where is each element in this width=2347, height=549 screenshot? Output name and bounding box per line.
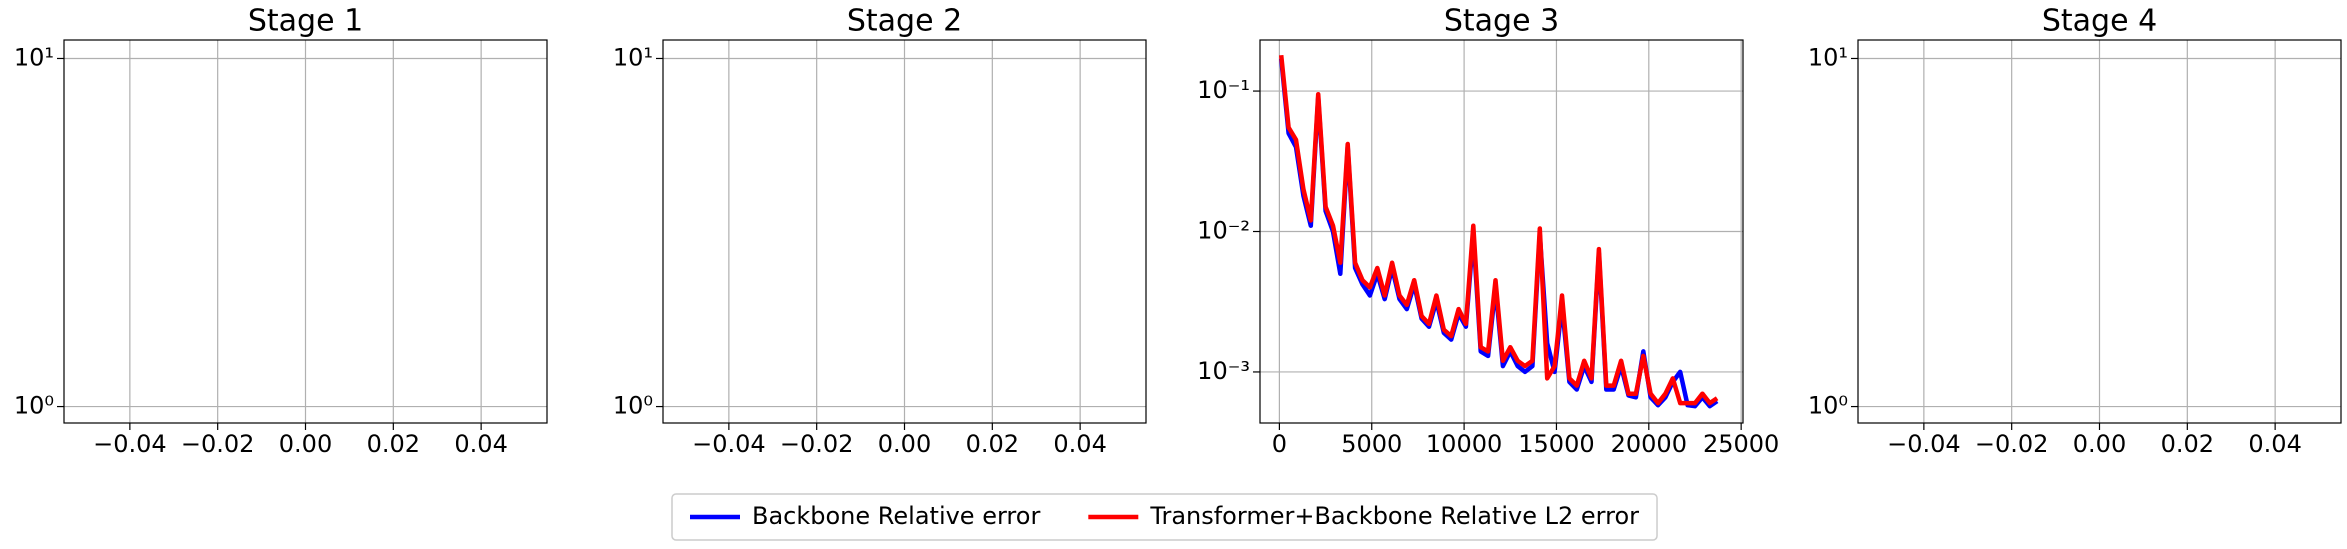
x-tick-label: −0.02 (181, 430, 255, 458)
y-tick-label: 10¹ (1808, 43, 1848, 71)
legend-label: Transformer+Backbone Relative L2 error (1149, 502, 1639, 530)
x-tick-label: 0.04 (1053, 430, 1106, 458)
x-tick-label: 0.04 (454, 430, 507, 458)
x-tick-label: −0.04 (1887, 430, 1961, 458)
y-tick-label: 10⁰ (613, 392, 653, 420)
x-tick-label: 0.00 (878, 430, 931, 458)
y-tick-label: 10¹ (613, 43, 653, 71)
chart-title: Stage 2 (847, 4, 962, 39)
legend-label: Backbone Relative error (752, 502, 1040, 530)
x-tick-label: −0.02 (780, 430, 854, 458)
chart-title: Stage 4 (2042, 4, 2157, 39)
x-tick-label: 0.02 (2161, 430, 2214, 458)
series-line (1278, 58, 1719, 409)
axes-frame (662, 39, 1147, 424)
chart-title: Stage 1 (248, 4, 363, 39)
x-tick-label: 0.02 (966, 430, 1019, 458)
x-tick-label: 0.04 (2248, 430, 2301, 458)
y-tick-label: 10¹ (14, 43, 54, 71)
x-tick-label: −0.02 (1975, 430, 2049, 458)
x-tick-label: 0 (1272, 430, 1287, 458)
x-tick-label: 5000 (1341, 430, 1402, 458)
x-tick-label: −0.04 (692, 430, 766, 458)
axes-frame (1259, 39, 1744, 424)
chart-title: Stage 3 (1444, 4, 1559, 39)
x-tick-label: 25000 (1703, 430, 1779, 458)
y-tick-label: 10⁻² (1197, 217, 1250, 245)
y-tick-label: 10⁰ (1808, 392, 1848, 420)
x-tick-label: 0.00 (279, 430, 332, 458)
y-tick-label: 10⁻¹ (1197, 76, 1250, 104)
x-tick-label: 10000 (1426, 430, 1502, 458)
x-tick-label: 0.02 (367, 430, 420, 458)
x-tick-label: 20000 (1611, 430, 1687, 458)
x-tick-label: 0.00 (2073, 430, 2126, 458)
x-tick-label: 15000 (1518, 430, 1594, 458)
axes-frame (1857, 39, 2342, 424)
y-tick-label: 10⁻³ (1197, 357, 1250, 385)
x-tick-label: −0.04 (93, 430, 167, 458)
legend-box (671, 493, 1658, 541)
axes-frame (63, 39, 548, 424)
y-tick-label: 10⁰ (14, 392, 54, 420)
series-line (1278, 54, 1719, 406)
